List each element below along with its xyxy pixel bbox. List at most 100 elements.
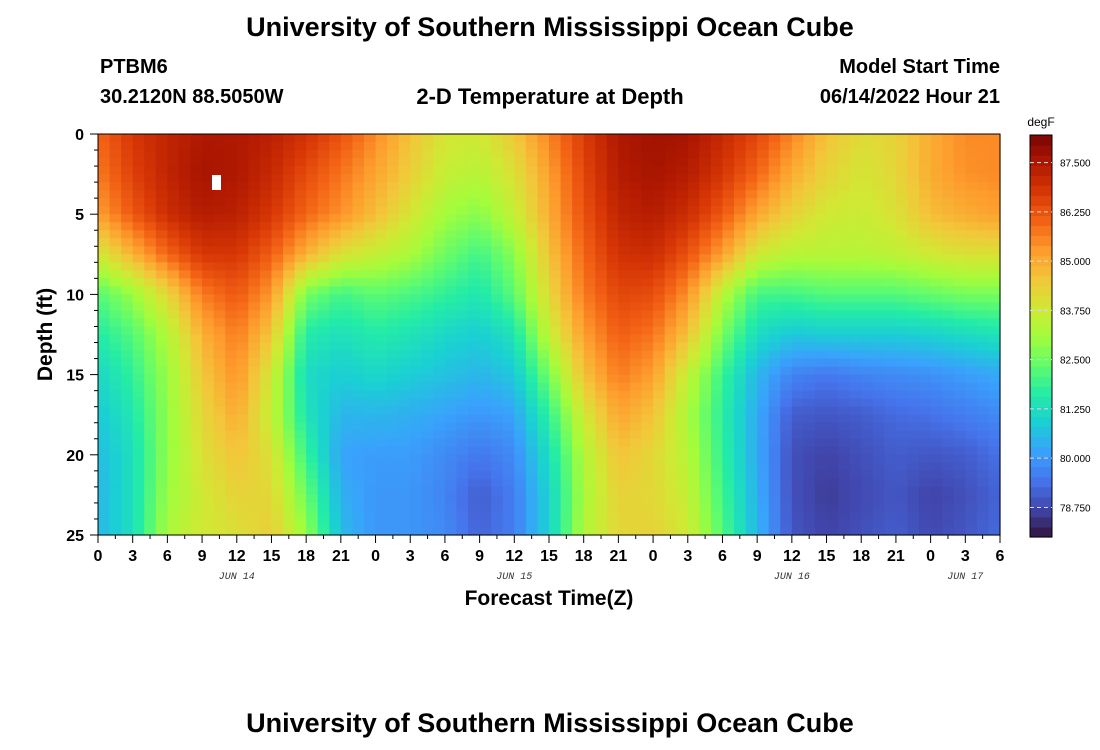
y-tick-label: 20 bbox=[66, 448, 84, 465]
heatmap-cell bbox=[514, 270, 527, 279]
heatmap-cell bbox=[259, 446, 273, 456]
heatmap-cell bbox=[942, 518, 955, 528]
heatmap-cell bbox=[456, 454, 469, 464]
heatmap-cell bbox=[479, 342, 492, 352]
heatmap-cell bbox=[965, 390, 978, 400]
heatmap-cell bbox=[699, 478, 712, 488]
heatmap-cell bbox=[98, 374, 111, 384]
heatmap-cell bbox=[849, 390, 862, 400]
heatmap-cell bbox=[248, 318, 261, 328]
heatmap-cell bbox=[803, 438, 816, 448]
heatmap-cell bbox=[965, 438, 978, 448]
heatmap-cell bbox=[849, 270, 862, 279]
heatmap-cell bbox=[491, 374, 504, 384]
heatmap-cell bbox=[757, 182, 770, 191]
heatmap-cell bbox=[352, 470, 365, 480]
heatmap-cell bbox=[872, 446, 885, 456]
heatmap-cell bbox=[606, 502, 619, 512]
heatmap-cell bbox=[745, 134, 758, 143]
heatmap-cell bbox=[306, 454, 319, 464]
heatmap-cell bbox=[398, 406, 411, 416]
heatmap-cell bbox=[826, 134, 839, 143]
heatmap-cell bbox=[306, 270, 319, 279]
heatmap-cell bbox=[814, 134, 828, 143]
heatmap-cell bbox=[294, 486, 307, 496]
heatmap-cell bbox=[352, 174, 365, 183]
heatmap-cell bbox=[387, 286, 400, 295]
heatmap-cell bbox=[895, 414, 909, 424]
heatmap-cell bbox=[167, 326, 180, 336]
heatmap-cell bbox=[236, 510, 249, 520]
heatmap-cell bbox=[259, 294, 273, 304]
heatmap-cell bbox=[468, 238, 481, 247]
heatmap-cell bbox=[942, 182, 955, 191]
heatmap-cell bbox=[664, 398, 677, 408]
colorbar-segment bbox=[1030, 275, 1052, 287]
heatmap-cell bbox=[895, 310, 909, 320]
heatmap-cell bbox=[583, 302, 596, 312]
heatmap-cell bbox=[976, 174, 990, 183]
heatmap-cell bbox=[734, 174, 747, 183]
heatmap-cell bbox=[421, 478, 434, 488]
heatmap-cell bbox=[895, 230, 909, 239]
heatmap-cell bbox=[190, 502, 203, 512]
heatmap-cell bbox=[768, 390, 781, 400]
heatmap-cell bbox=[236, 254, 249, 263]
heatmap-cell bbox=[236, 174, 249, 183]
heatmap-cell bbox=[271, 502, 284, 512]
heatmap-cell bbox=[178, 406, 192, 416]
heatmap-cell bbox=[236, 182, 249, 191]
heatmap-cell bbox=[734, 438, 747, 448]
heatmap-cell bbox=[167, 318, 180, 328]
heatmap-cell bbox=[618, 182, 631, 191]
heatmap-cell bbox=[109, 158, 122, 167]
heatmap-cell bbox=[988, 358, 1001, 368]
heatmap-cell bbox=[444, 358, 458, 368]
heatmap-cell bbox=[953, 382, 966, 392]
heatmap-cell bbox=[780, 238, 793, 247]
heatmap-cell bbox=[884, 518, 897, 528]
heatmap-cell bbox=[444, 342, 458, 352]
heatmap-cell bbox=[953, 454, 966, 464]
heatmap-cell bbox=[687, 230, 700, 239]
heatmap-cell bbox=[537, 342, 550, 352]
heatmap-cell bbox=[479, 334, 492, 344]
heatmap-cell bbox=[560, 510, 573, 520]
heatmap-cell bbox=[387, 150, 400, 159]
heatmap-cell bbox=[190, 294, 203, 304]
heatmap-cell bbox=[375, 278, 388, 287]
heatmap-cell bbox=[421, 502, 434, 512]
heatmap-cell bbox=[306, 286, 319, 295]
heatmap-cell bbox=[687, 182, 700, 191]
heatmap-cell bbox=[421, 262, 434, 271]
heatmap-cell bbox=[190, 310, 203, 320]
heatmap-cell bbox=[202, 342, 215, 352]
heatmap-cell bbox=[549, 438, 562, 448]
heatmap-cell bbox=[421, 182, 434, 191]
heatmap-cell bbox=[803, 286, 816, 295]
heatmap-cell bbox=[734, 246, 747, 255]
heatmap-cell bbox=[953, 270, 966, 279]
heatmap-cell bbox=[549, 182, 562, 191]
heatmap-cell bbox=[872, 222, 885, 231]
heatmap-cell bbox=[653, 374, 666, 384]
heatmap-cell bbox=[479, 318, 492, 328]
heatmap-cell bbox=[387, 366, 400, 376]
heatmap-cell bbox=[363, 462, 377, 472]
heatmap-cell bbox=[838, 182, 851, 191]
heatmap-cell bbox=[757, 486, 770, 496]
heatmap-cell bbox=[329, 502, 342, 512]
heatmap-cell bbox=[838, 518, 851, 528]
heatmap-cell bbox=[283, 254, 296, 263]
heatmap-cell bbox=[734, 310, 747, 320]
heatmap-cell bbox=[190, 230, 203, 239]
heatmap-cell bbox=[872, 302, 885, 312]
heatmap-cell bbox=[363, 470, 377, 480]
heatmap-cell bbox=[629, 246, 643, 255]
heatmap-cell bbox=[479, 134, 492, 143]
heatmap-cell bbox=[884, 166, 897, 175]
heatmap-cell bbox=[699, 222, 712, 231]
heatmap-cell bbox=[988, 142, 1001, 151]
heatmap-cell bbox=[745, 470, 758, 480]
colorbar-segment bbox=[1030, 235, 1052, 247]
